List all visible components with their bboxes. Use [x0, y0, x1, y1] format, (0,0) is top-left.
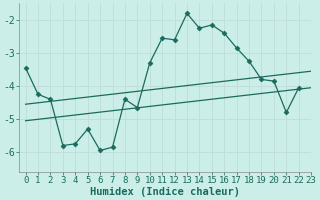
X-axis label: Humidex (Indice chaleur): Humidex (Indice chaleur) [90, 186, 240, 197]
